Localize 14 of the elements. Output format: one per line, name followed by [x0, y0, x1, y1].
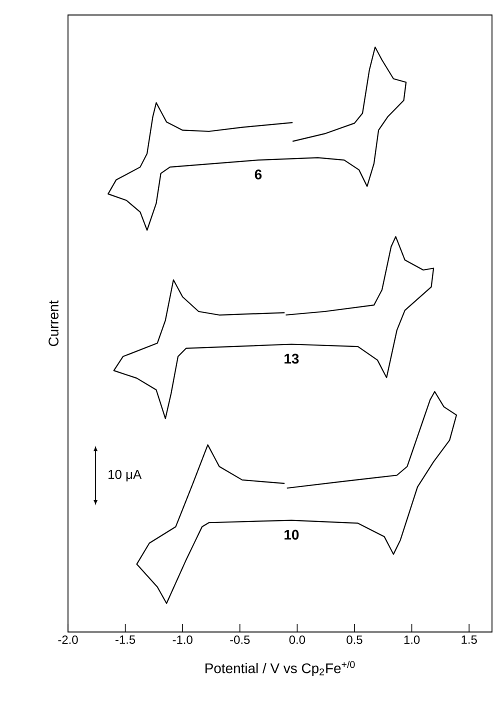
x-tick-label: -1.5: [116, 636, 136, 644]
series-label: 10: [284, 530, 299, 540]
x-axis-title: Potential / V vs Cp$_{2}$Fe$^{+/0}$: [206, 660, 355, 676]
x-tick-label: 0.0: [289, 636, 306, 644]
x-tick-label: 1.5: [462, 636, 477, 644]
x-tick-label: -0.5: [230, 636, 250, 644]
series-label: 6: [254, 170, 262, 180]
series-label: 13: [284, 354, 299, 364]
x-tick-label: -2.0: [58, 636, 78, 644]
y-axis-title: Current: [48, 300, 58, 346]
x-tick-label: 1.0: [404, 636, 420, 644]
annotation: 10 μA: [108, 470, 142, 482]
x-tick-label: 0.5: [346, 636, 362, 644]
x-tick-label: -1.0: [172, 636, 192, 644]
